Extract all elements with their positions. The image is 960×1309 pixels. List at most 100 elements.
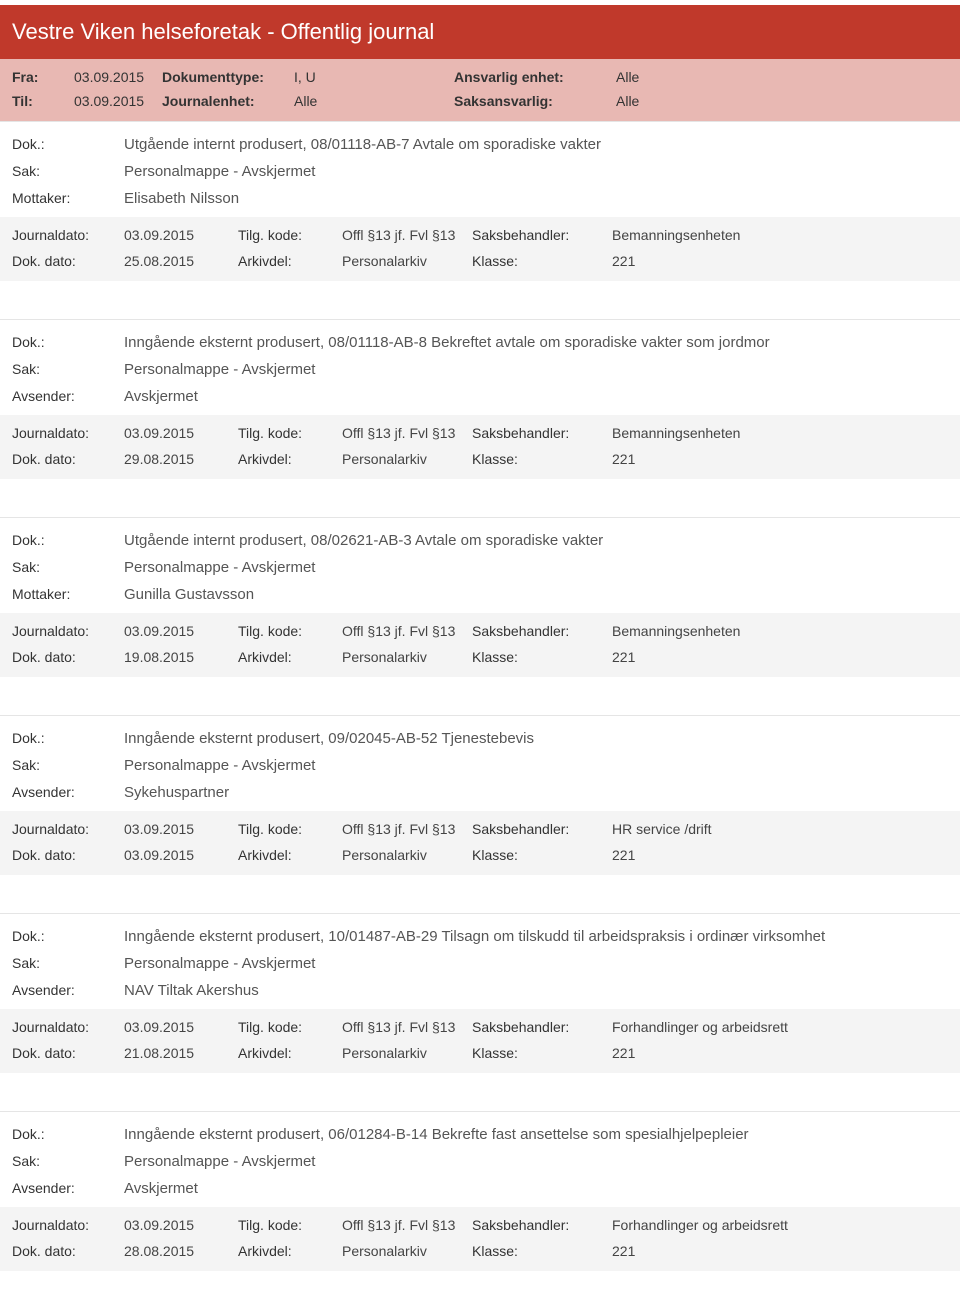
journal-entry: Dok.: Utgående internt produsert, 08/026… [0,517,960,677]
detail-grid: Journaldato: 03.09.2015 Tilg. kode: Offl… [0,1009,960,1073]
tilgkode-value: Offl §13 jf. Fvl §13 [342,227,472,243]
dok-value: Inngående eksternt produsert, 08/01118-A… [124,334,948,351]
meta-til-label: Til: [12,93,74,109]
dok-label: Dok.: [12,730,124,747]
party-value: Avskjermet [124,1180,948,1197]
party-value: NAV Tiltak Akershus [124,982,948,999]
sak-value: Personalmappe - Avskjermet [124,559,948,576]
dok-value: Utgående internt produsert, 08/01118-AB-… [124,136,948,153]
party-label: Avsender: [12,388,124,405]
klasse-label: Klasse: [472,1045,612,1061]
dokdato-value: 21.08.2015 [124,1045,238,1061]
journal-entry: Dok.: Inngående eksternt produsert, 09/0… [0,715,960,875]
klasse-value: 221 [612,847,948,863]
dokdato-value: 25.08.2015 [124,253,238,269]
arkivdel-label: Arkivdel: [238,253,342,269]
dokdato-label: Dok. dato: [12,253,124,269]
dok-value: Inngående eksternt produsert, 06/01284-B… [124,1126,948,1143]
detail-grid: Journaldato: 03.09.2015 Tilg. kode: Offl… [0,811,960,875]
detail-grid: Journaldato: 03.09.2015 Tilg. kode: Offl… [0,415,960,479]
sak-label: Sak: [12,163,124,180]
klasse-value: 221 [612,1045,948,1061]
party-label: Avsender: [12,784,124,801]
tilgkode-label: Tilg. kode: [238,623,342,639]
klasse-value: 221 [612,1243,948,1259]
tilgkode-label: Tilg. kode: [238,821,342,837]
sak-value: Personalmappe - Avskjermet [124,163,948,180]
journaldato-label: Journaldato: [12,1019,124,1035]
tilgkode-value: Offl §13 jf. Fvl §13 [342,425,472,441]
klasse-label: Klasse: [472,451,612,467]
journaldato-value: 03.09.2015 [124,1019,238,1035]
klasse-value: 221 [612,649,948,665]
dokdato-label: Dok. dato: [12,451,124,467]
journaldato-value: 03.09.2015 [124,425,238,441]
party-label: Mottaker: [12,586,124,603]
klasse-label: Klasse: [472,1243,612,1259]
journaldato-value: 03.09.2015 [124,1217,238,1233]
tilgkode-value: Offl §13 jf. Fvl §13 [342,623,472,639]
meta-til-value: 03.09.2015 [74,93,162,109]
dokdato-label: Dok. dato: [12,1243,124,1259]
journaldato-label: Journaldato: [12,227,124,243]
saksbehandler-label: Saksbehandler: [472,425,612,441]
meta-saksansvarlig-value: Alle [616,93,736,109]
arkivdel-value: Personalarkiv [342,649,472,665]
saksbehandler-label: Saksbehandler: [472,623,612,639]
saksbehandler-value: Bemanningsenheten [612,227,948,243]
meta-fra-value: 03.09.2015 [74,69,162,85]
detail-grid: Journaldato: 03.09.2015 Tilg. kode: Offl… [0,613,960,677]
party-value: Gunilla Gustavsson [124,586,948,603]
journaldato-value: 03.09.2015 [124,821,238,837]
tilgkode-value: Offl §13 jf. Fvl §13 [342,1217,472,1233]
party-value: Avskjermet [124,388,948,405]
sak-value: Personalmappe - Avskjermet [124,361,948,378]
saksbehandler-label: Saksbehandler: [472,1019,612,1035]
arkivdel-value: Personalarkiv [342,1045,472,1061]
sak-value: Personalmappe - Avskjermet [124,757,948,774]
saksbehandler-value: Forhandlinger og arbeidsrett [612,1217,948,1233]
klasse-label: Klasse: [472,847,612,863]
party-label: Avsender: [12,982,124,999]
journaldato-label: Journaldato: [12,1217,124,1233]
dokdato-value: 28.08.2015 [124,1243,238,1259]
journaldato-label: Journaldato: [12,623,124,639]
sak-label: Sak: [12,361,124,378]
journaldato-value: 03.09.2015 [124,227,238,243]
saksbehandler-value: HR service /drift [612,821,948,837]
journaldato-label: Journaldato: [12,425,124,441]
dokdato-label: Dok. dato: [12,847,124,863]
dokdato-value: 03.09.2015 [124,847,238,863]
journal-entry: Dok.: Inngående eksternt produsert, 06/0… [0,1111,960,1271]
arkivdel-value: Personalarkiv [342,1243,472,1259]
dok-label: Dok.: [12,1126,124,1143]
dok-value: Inngående eksternt produsert, 09/02045-A… [124,730,948,747]
meta-doktype-label: Dokumenttype: [162,69,294,85]
arkivdel-label: Arkivdel: [238,847,342,863]
sak-label: Sak: [12,955,124,972]
meta-ansvarlig-label: Ansvarlig enhet: [454,69,616,85]
dok-value: Utgående internt produsert, 08/02621-AB-… [124,532,948,549]
tilgkode-value: Offl §13 jf. Fvl §13 [342,1019,472,1035]
detail-grid: Journaldato: 03.09.2015 Tilg. kode: Offl… [0,217,960,281]
saksbehandler-value: Bemanningsenheten [612,623,948,639]
arkivdel-label: Arkivdel: [238,1045,342,1061]
tilgkode-label: Tilg. kode: [238,1217,342,1233]
meta-doktype-value: I, U [294,69,454,85]
dokdato-label: Dok. dato: [12,649,124,665]
tilgkode-value: Offl §13 jf. Fvl §13 [342,821,472,837]
dok-label: Dok.: [12,136,124,153]
dok-value: Inngående eksternt produsert, 10/01487-A… [124,928,948,945]
arkivdel-label: Arkivdel: [238,1243,342,1259]
sak-label: Sak: [12,559,124,576]
saksbehandler-label: Saksbehandler: [472,227,612,243]
meta-ansvarlig-value: Alle [616,69,736,85]
detail-grid: Journaldato: 03.09.2015 Tilg. kode: Offl… [0,1207,960,1271]
meta-bar: Fra: 03.09.2015 Dokumenttype: I, U Ansva… [0,59,960,121]
klasse-label: Klasse: [472,649,612,665]
saksbehandler-label: Saksbehandler: [472,821,612,837]
saksbehandler-value: Bemanningsenheten [612,425,948,441]
journaldato-label: Journaldato: [12,821,124,837]
party-label: Mottaker: [12,190,124,207]
saksbehandler-value: Forhandlinger og arbeidsrett [612,1019,948,1035]
